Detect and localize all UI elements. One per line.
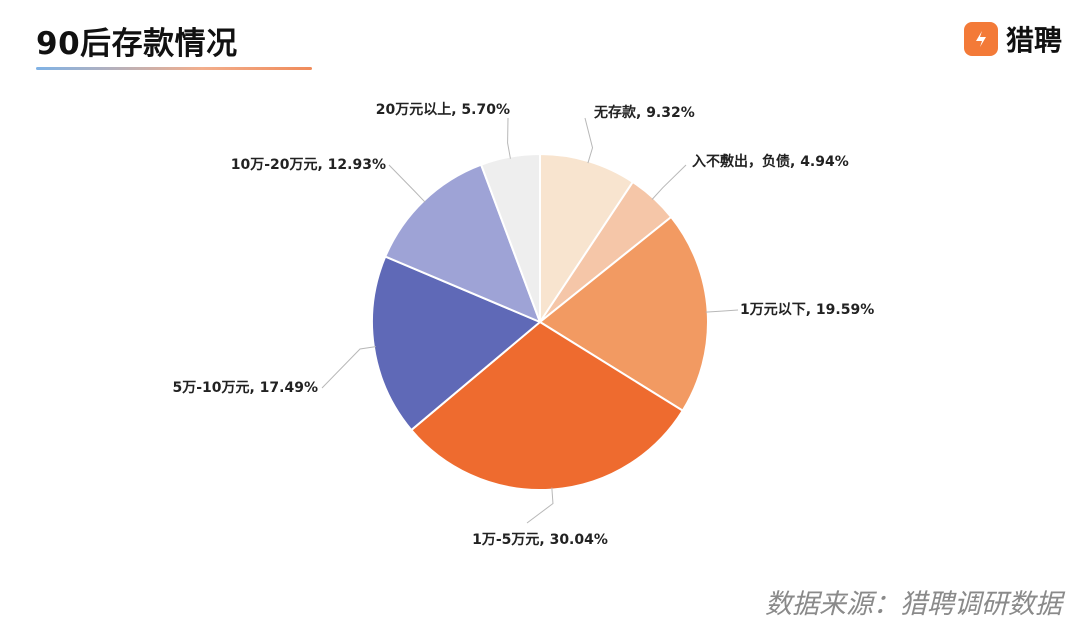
leader-line-7 (507, 117, 511, 159)
title-underline (36, 67, 312, 70)
leader-line-4 (526, 487, 554, 524)
slice-label-1: 无存款, 9.32% (593, 104, 695, 121)
leader-line-2 (651, 164, 687, 200)
leader-line-5 (321, 346, 376, 389)
slice-label-2: 入不敷出，负债, 4.94% (692, 153, 849, 170)
leader-line-6 (388, 164, 426, 203)
brand-name: 猎聘 (1005, 24, 1062, 57)
liepin-logo-icon (963, 22, 998, 56)
chart-title: 90后存款情况 (36, 26, 238, 62)
slice-label-5: 5万-10万元, 17.49% (172, 380, 318, 396)
slice-label-7: 20万元以上, 5.70% (376, 102, 510, 118)
brand: 猎聘 (963, 19, 1062, 59)
slice-label-4: 1万-5万元, 30.04% (472, 532, 608, 548)
slice-label-3: 1万元以下, 19.59% (740, 302, 874, 318)
slice-label-6: 10万-20万元, 12.93% (231, 157, 386, 173)
leader-line-3 (705, 309, 739, 313)
leader-line-1 (584, 117, 594, 164)
data-source: 数据来源：猎聘调研数据 (765, 589, 1062, 620)
